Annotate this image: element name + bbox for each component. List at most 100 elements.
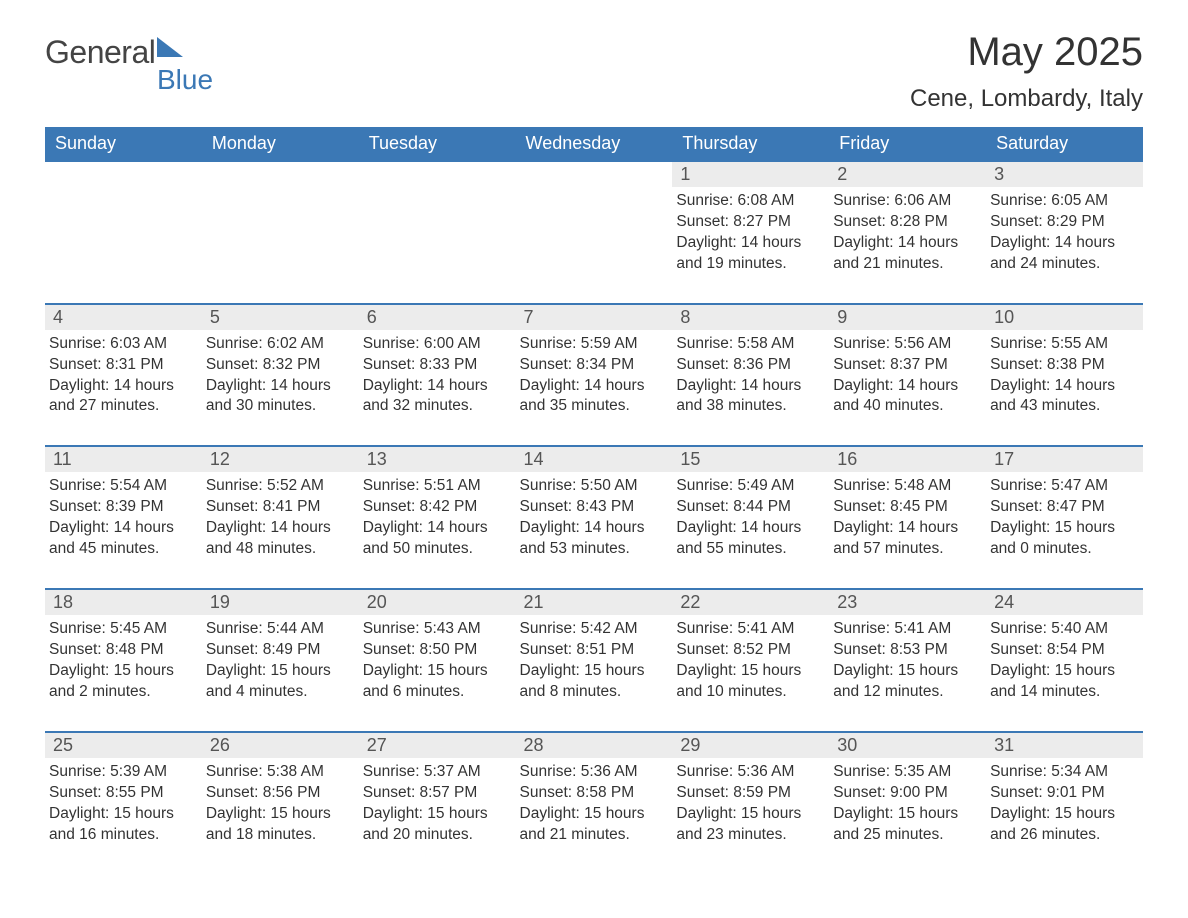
day-cell: 21 Sunrise: 5:42 AMSunset: 8:51 PMDayligh… — [516, 589, 673, 732]
title-block: May 2025 Cene, Lombardy, Italy — [910, 30, 1143, 113]
day-cell: 7Sunrise: 5:59 AMSunset: 8:34 PMDaylight… — [516, 304, 673, 447]
month-title: May 2025 — [910, 30, 1143, 75]
day-details: Sunrise: 5:56 AMSunset: 8:37 PMDaylight:… — [829, 334, 986, 418]
day-cell: 3Sunrise: 6:05 AMSunset: 8:29 PMDaylight… — [986, 161, 1143, 304]
day-number: 26 — [202, 733, 359, 758]
sunset-line: Sunset: 8:41 PM — [206, 497, 353, 518]
day-cell-empty: . — [202, 161, 359, 304]
day-details: Sunrise: 5:42 AMSunset: 8:51 PMDaylight:… — [516, 619, 673, 703]
sunset-line: Sunset: 8:57 PM — [363, 783, 510, 804]
sunset-line: Sunset: 8:50 PM — [363, 640, 510, 661]
sunrise-line: Sunrise: 5:36 AM — [520, 762, 667, 783]
sunset-line: Sunset: 8:31 PM — [49, 355, 196, 376]
day-details: Sunrise: 5:39 AMSunset: 8:55 PMDaylight:… — [45, 762, 202, 846]
daylight-line: Daylight: 14 hours and 19 minutes. — [676, 233, 823, 275]
day-number: 11 — [45, 447, 202, 472]
day-number: 22 — [672, 590, 829, 615]
sunset-line: Sunset: 8:49 PM — [206, 640, 353, 661]
day-cell: 5Sunrise: 6:02 AMSunset: 8:32 PMDaylight… — [202, 304, 359, 447]
day-cell: 18Sunrise: 5:45 AMSunset: 8:48 PMDayligh… — [45, 589, 202, 732]
sunrise-line: Sunrise: 5:35 AM — [833, 762, 980, 783]
day-number: 21 — [516, 590, 673, 615]
day-details: Sunrise: 5:40 AMSunset: 8:54 PMDaylight:… — [986, 619, 1143, 703]
day-details: Sunrise: 5:34 AMSunset: 9:01 PMDaylight:… — [986, 762, 1143, 846]
week-row: 11 Sunrise: 5:54 AMSunset: 8:39 PMDayligh… — [45, 446, 1143, 589]
sunrise-line: Sunrise: 5:50 AM — [520, 476, 667, 497]
dow-tuesday: Tuesday — [359, 127, 516, 161]
week-row: 18Sunrise: 5:45 AMSunset: 8:48 PMDayligh… — [45, 589, 1143, 732]
sunset-line: Sunset: 8:43 PM — [520, 497, 667, 518]
day-cell: 13Sunrise: 5:51 AMSunset: 8:42 PMDayligh… — [359, 446, 516, 589]
day-cell: 6Sunrise: 6:00 AMSunset: 8:33 PMDaylight… — [359, 304, 516, 447]
sunset-line: Sunset: 8:42 PM — [363, 497, 510, 518]
header-row: General Blue May 2025 Cene, Lombardy, It… — [45, 30, 1143, 113]
day-cell: 11 Sunrise: 5:54 AMSunset: 8:39 PMDayligh… — [45, 446, 202, 589]
daylight-line: Daylight: 15 hours and 0 minutes. — [990, 518, 1137, 560]
day-number: 27 — [359, 733, 516, 758]
day-details: Sunrise: 5:47 AMSunset: 8:47 PMDaylight:… — [986, 476, 1143, 560]
day-cell: 12Sunrise: 5:52 AMSunset: 8:41 PMDayligh… — [202, 446, 359, 589]
day-number: 20 — [359, 590, 516, 615]
day-details: Sunrise: 5:54 AMSunset: 8:39 PMDaylight:… — [45, 476, 202, 560]
day-number: 19 — [202, 590, 359, 615]
daylight-line: Daylight: 14 hours and 40 minutes. — [833, 376, 980, 418]
day-cell: 26 Sunrise: 5:38 AMSunset: 8:56 PMDayligh… — [202, 732, 359, 874]
sunrise-line: Sunrise: 5:41 AM — [833, 619, 980, 640]
sunset-line: Sunset: 8:56 PM — [206, 783, 353, 804]
daylight-line: Daylight: 15 hours and 16 minutes. — [49, 804, 196, 846]
sunrise-line: Sunrise: 5:48 AM — [833, 476, 980, 497]
day-details: Sunrise: 5:36 AMSunset: 8:59 PMDaylight:… — [672, 762, 829, 846]
daylight-line: Daylight: 15 hours and 14 minutes. — [990, 661, 1137, 703]
daylight-line: Daylight: 14 hours and 27 minutes. — [49, 376, 196, 418]
day-cell: 4Sunrise: 6:03 AMSunset: 8:31 PMDaylight… — [45, 304, 202, 447]
daylight-line: Daylight: 14 hours and 43 minutes. — [990, 376, 1137, 418]
daylight-line: Daylight: 15 hours and 2 minutes. — [49, 661, 196, 703]
daylight-line: Daylight: 15 hours and 20 minutes. — [363, 804, 510, 846]
day-details: Sunrise: 5:50 AMSunset: 8:43 PMDaylight:… — [516, 476, 673, 560]
sunset-line: Sunset: 8:32 PM — [206, 355, 353, 376]
dow-thursday: Thursday — [672, 127, 829, 161]
dow-monday: Monday — [202, 127, 359, 161]
day-details: Sunrise: 5:49 AMSunset: 8:44 PMDaylight:… — [672, 476, 829, 560]
day-cell: 22Sunrise: 5:41 AMSunset: 8:52 PMDayligh… — [672, 589, 829, 732]
sunrise-line: Sunrise: 5:41 AM — [676, 619, 823, 640]
day-cell: 31Sunrise: 5:34 AMSunset: 9:01 PMDayligh… — [986, 732, 1143, 874]
day-number: 28 — [516, 733, 673, 758]
day-details: Sunrise: 5:37 AMSunset: 8:57 PMDaylight:… — [359, 762, 516, 846]
logo: General Blue — [45, 30, 183, 71]
day-cell: 16Sunrise: 5:48 AMSunset: 8:45 PMDayligh… — [829, 446, 986, 589]
sunset-line: Sunset: 8:37 PM — [833, 355, 980, 376]
sunrise-line: Sunrise: 5:38 AM — [206, 762, 353, 783]
sunset-line: Sunset: 8:39 PM — [49, 497, 196, 518]
sunset-line: Sunset: 8:38 PM — [990, 355, 1137, 376]
daylight-line: Daylight: 14 hours and 30 minutes. — [206, 376, 353, 418]
day-number: 7 — [516, 305, 673, 330]
daylight-line: Daylight: 14 hours and 55 minutes. — [676, 518, 823, 560]
day-number: 30 — [829, 733, 986, 758]
day-number: 16 — [829, 447, 986, 472]
daylight-line: Daylight: 15 hours and 12 minutes. — [833, 661, 980, 703]
day-number: 2 — [829, 162, 986, 187]
day-number: 3 — [986, 162, 1143, 187]
day-number: 6 — [359, 305, 516, 330]
week-row: ....1Sunrise: 6:08 AMSunset: 8:27 PMDayl… — [45, 161, 1143, 304]
day-details: Sunrise: 5:44 AMSunset: 8:49 PMDaylight:… — [202, 619, 359, 703]
day-cell: 14Sunrise: 5:50 AMSunset: 8:43 PMDayligh… — [516, 446, 673, 589]
day-cell: 9Sunrise: 5:56 AMSunset: 8:37 PMDaylight… — [829, 304, 986, 447]
daylight-line: Daylight: 14 hours and 50 minutes. — [363, 518, 510, 560]
daylight-line: Daylight: 15 hours and 18 minutes. — [206, 804, 353, 846]
daylight-line: Daylight: 15 hours and 8 minutes. — [520, 661, 667, 703]
day-details: Sunrise: 5:45 AMSunset: 8:48 PMDaylight:… — [45, 619, 202, 703]
sunrise-line: Sunrise: 5:37 AM — [363, 762, 510, 783]
day-number: 4 — [45, 305, 202, 330]
day-number: 12 — [202, 447, 359, 472]
day-number: 13 — [359, 447, 516, 472]
daylight-line: Daylight: 15 hours and 10 minutes. — [676, 661, 823, 703]
sunrise-line: Sunrise: 5:45 AM — [49, 619, 196, 640]
sunset-line: Sunset: 8:28 PM — [833, 212, 980, 233]
location-subtitle: Cene, Lombardy, Italy — [910, 85, 1143, 113]
daylight-line: Daylight: 14 hours and 45 minutes. — [49, 518, 196, 560]
sunrise-line: Sunrise: 5:39 AM — [49, 762, 196, 783]
sunrise-line: Sunrise: 5:47 AM — [990, 476, 1137, 497]
day-cell: 10Sunrise: 5:55 AMSunset: 8:38 PMDayligh… — [986, 304, 1143, 447]
